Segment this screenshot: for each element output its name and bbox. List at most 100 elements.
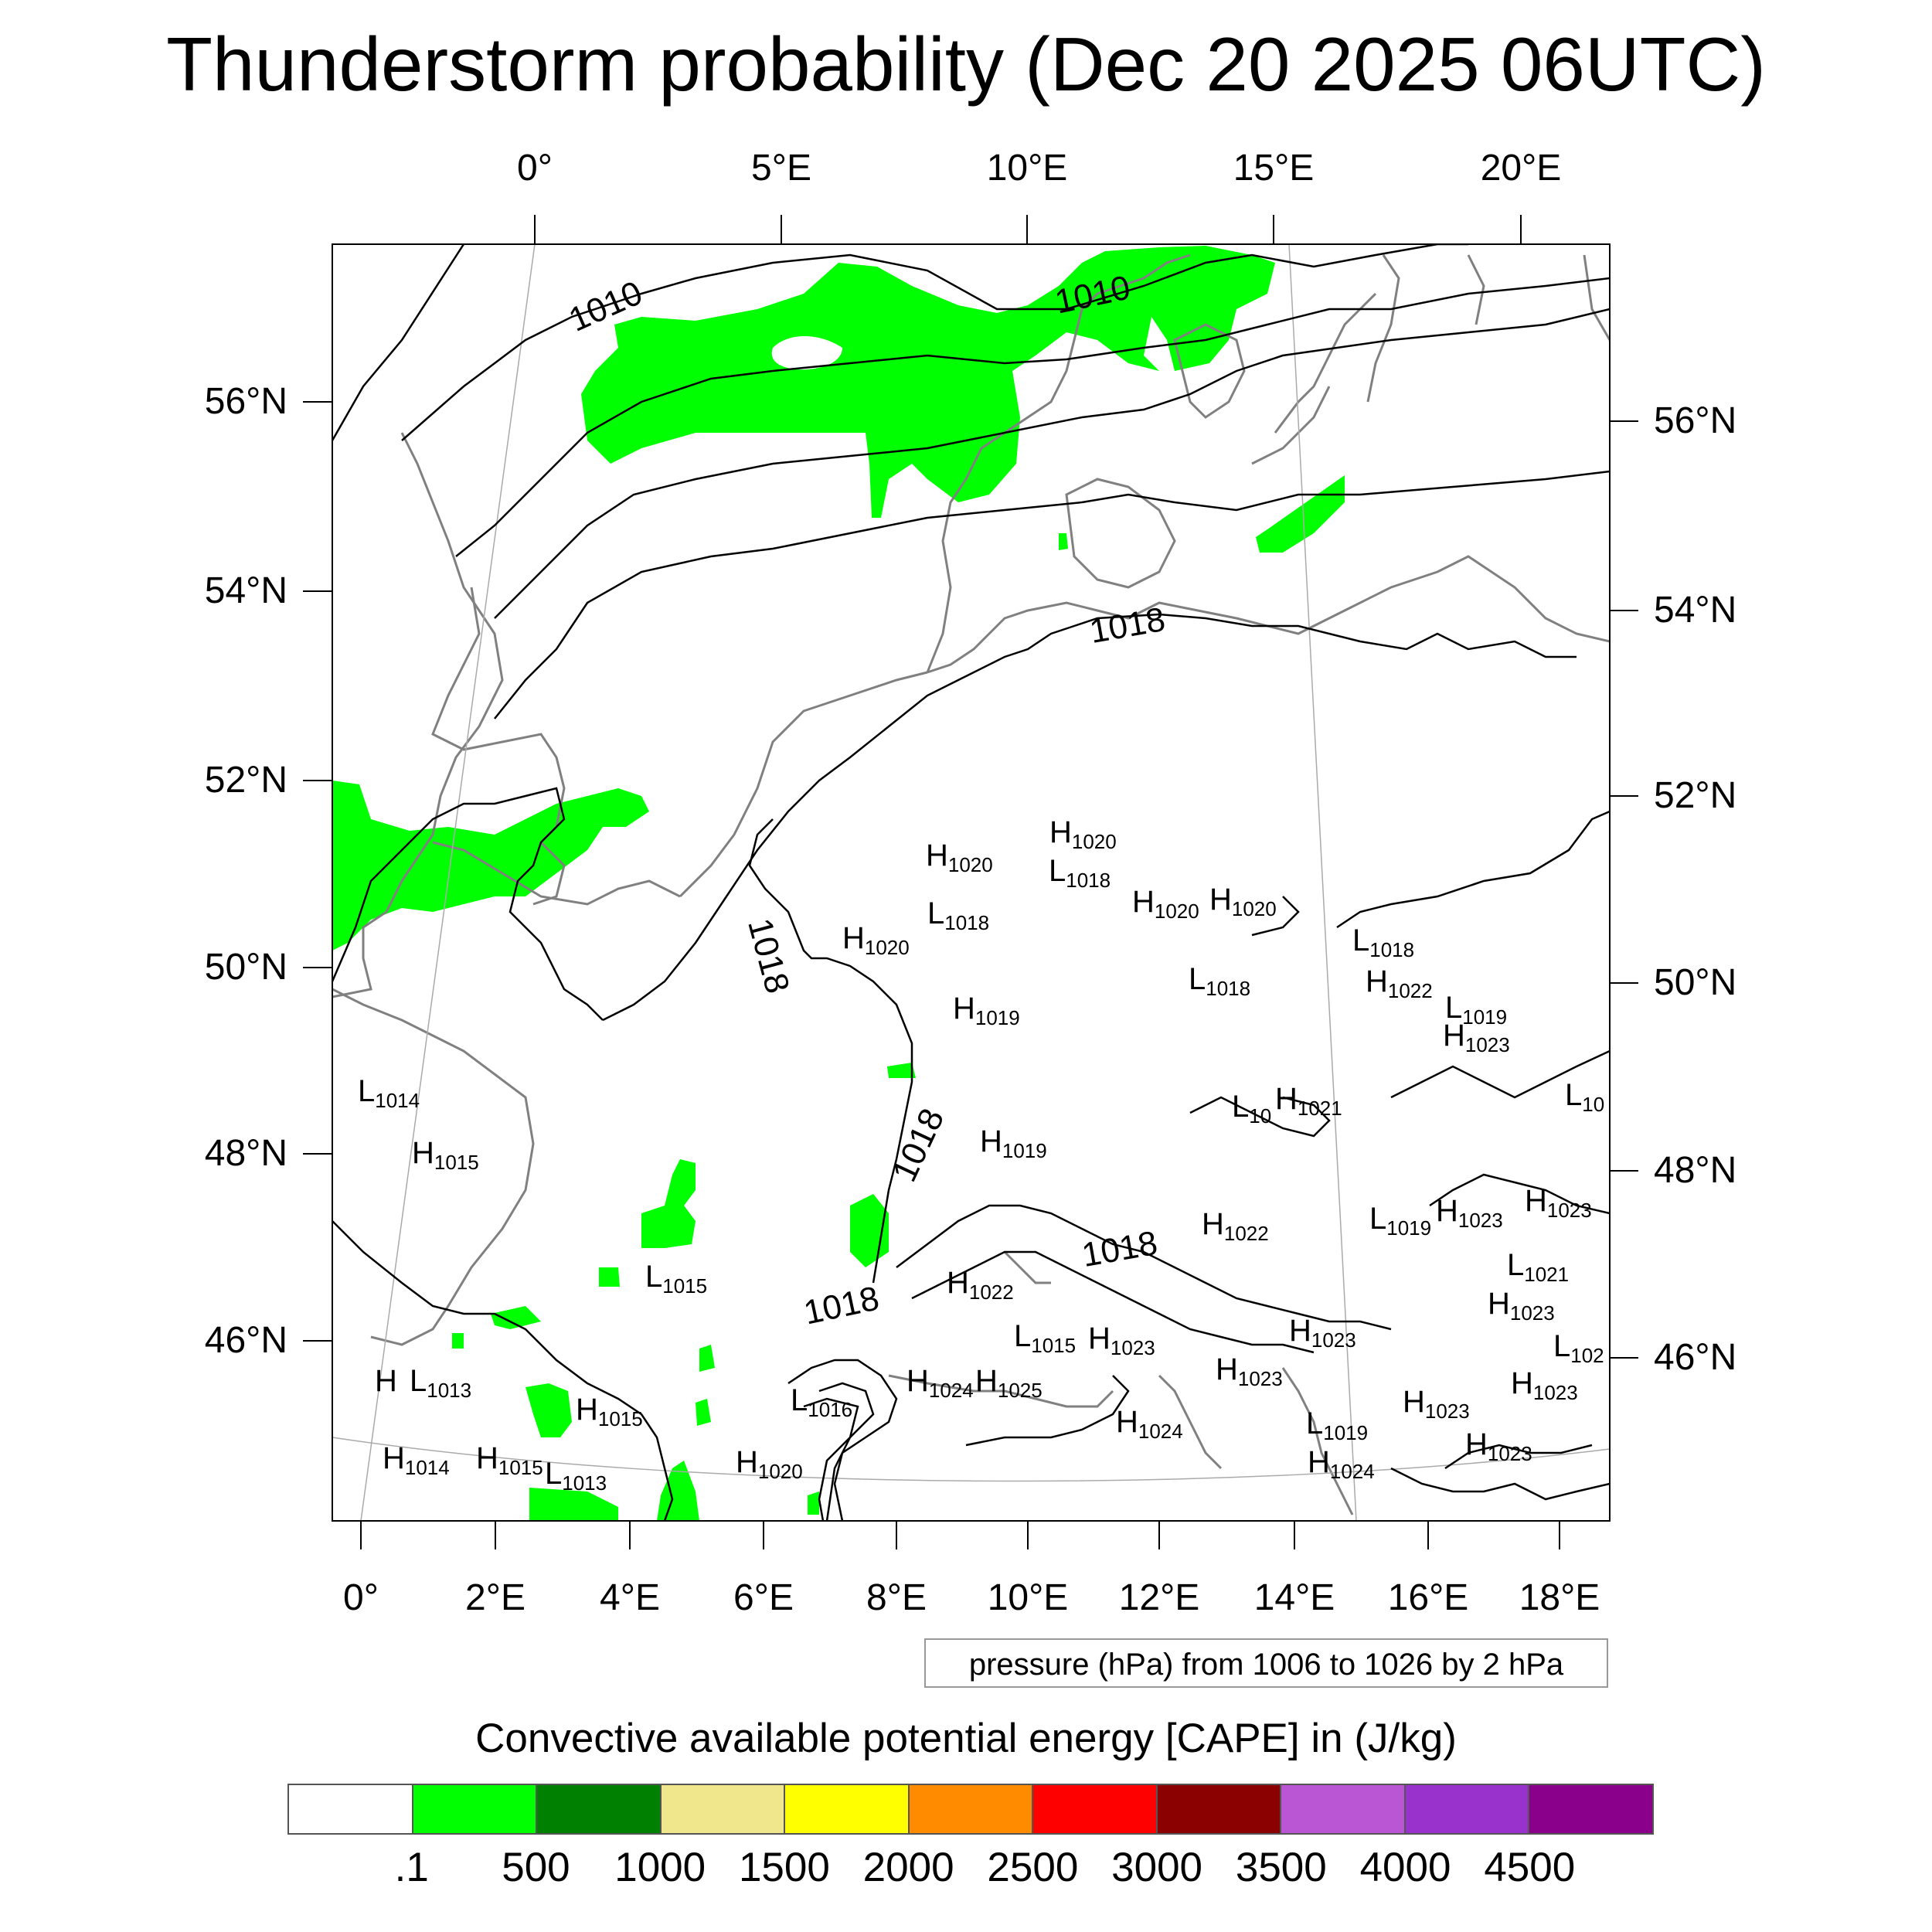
colorbar-tick-label: 4500 [1484, 1845, 1576, 1890]
cape-region-med-a [526, 1383, 572, 1437]
low-pressure-label: L1016 [791, 1383, 853, 1421]
high-pressure-label: H1015 [476, 1441, 543, 1479]
right-lat-label: 52°N [1654, 775, 1737, 816]
isobar-1010 [401, 244, 1468, 441]
colorbar-swatch [289, 1785, 413, 1833]
isobar-1014 [494, 308, 1610, 619]
bottom-lon-label: 14°E [1253, 1577, 1335, 1618]
isobar-east-f [1336, 810, 1610, 929]
colorbar-tick-label: .1 [394, 1845, 429, 1890]
high-pressure-label: H1023 [1403, 1385, 1470, 1423]
high-pressure-label: H1024 [1116, 1405, 1183, 1443]
bottom-tick-marks [360, 1521, 1560, 1549]
isobar-alps-c [787, 1359, 898, 1521]
high-pressure-label: H1019 [953, 992, 1020, 1029]
plot-title: Thunderstorm probability (Dec 20 2025 06… [166, 22, 1766, 107]
bottom-lon-label: 4°E [600, 1577, 660, 1618]
right-lat-label: 54°N [1654, 590, 1737, 631]
high-pressure-label: H1022 [1366, 964, 1433, 1002]
colorbar-swatch [909, 1785, 1034, 1833]
high-pressure-label: H1023 [1511, 1366, 1578, 1404]
isobar-1018b [602, 671, 975, 1022]
contour-info-box: pressure (hPa) from 1006 to 1026 by 2 hP… [924, 1638, 1608, 1688]
high-pressure-label: H1025 [975, 1364, 1043, 1402]
top-lon-label: 20°E [1480, 148, 1562, 189]
low-pressure-label: L1013 [410, 1364, 472, 1402]
isobar-1018c [973, 613, 1577, 674]
isobar-alps-a [896, 1204, 1392, 1331]
isobar-1018d [748, 818, 913, 1284]
colorbar-swatch [537, 1785, 662, 1833]
low-pressure-label: L1015 [645, 1260, 708, 1298]
isobar-east-d [1444, 1444, 1593, 1470]
isobar-alps-d [818, 1382, 875, 1521]
isobar-south-b [1390, 1467, 1610, 1501]
top-lon-label: 5°E [751, 148, 811, 189]
colorbar-title: Convective available potential energy [C… [475, 1716, 1457, 1761]
isobar-1016 [494, 470, 1610, 719]
isobars [332, 244, 1610, 1521]
low-pressure-label: L1018 [1049, 854, 1111, 892]
bottom-lon-label: 0° [343, 1577, 379, 1618]
low-pressure-label: L1018 [927, 896, 990, 934]
right-tick-marks [1610, 420, 1638, 1359]
colorbar-tick-label: 1000 [614, 1845, 706, 1890]
high-pressure-label: H1020 [1049, 815, 1117, 853]
colorbar-swatch [1529, 1785, 1653, 1833]
right-lat-label: 46°N [1654, 1337, 1737, 1378]
low-pressure-label: L1013 [545, 1457, 607, 1495]
high-pressure-label: H1023 [1488, 1287, 1555, 1325]
isobar-1018e [332, 1220, 674, 1521]
low-pressure-label: L1018 [1352, 923, 1415, 961]
cape-region-north-sea [581, 246, 1275, 518]
low-pressure-label: L1021 [1507, 1248, 1570, 1286]
colorbar-tick-label: 4000 [1359, 1845, 1451, 1890]
top-lon-label: 0° [517, 148, 553, 189]
high-pressure-label: H1020 [842, 921, 910, 959]
cape-region-med-f [808, 1492, 819, 1515]
top-tick-marks [534, 215, 1522, 244]
high-pressure-label: H1020 [1132, 885, 1199, 923]
low-pressure-label: L1014 [358, 1074, 420, 1112]
left-lat-label: 54°N [204, 570, 287, 611]
bottom-lon-label: 10°E [987, 1577, 1069, 1618]
cape-region-france-b [599, 1267, 620, 1287]
low-pressure-label: L10 [1565, 1078, 1605, 1116]
high-pressure-label: H1021 [1275, 1082, 1342, 1120]
low-pressure-label: L102 [1553, 1329, 1604, 1367]
high-pressure-label: H1019 [980, 1124, 1047, 1162]
isobar-alps-b [911, 1250, 1315, 1354]
cape-region-med-e [696, 1399, 711, 1426]
cape-region-med-b [529, 1488, 618, 1521]
colorbar-swatch [1033, 1785, 1158, 1833]
graticule [332, 244, 1610, 1521]
left-lat-label: 50°N [204, 947, 287, 988]
isobar-1008 [332, 244, 465, 441]
colorbar-swatch [413, 1785, 538, 1833]
left-lat-label: 46°N [204, 1320, 287, 1361]
high-pressure-label: H1023 [1465, 1427, 1532, 1465]
bottom-lon-label: 12°E [1118, 1577, 1200, 1618]
high-pressure-label: H1023 [1088, 1321, 1155, 1359]
cape-region-baltic [1256, 475, 1345, 553]
isobar-east-c [1429, 1173, 1610, 1215]
isobar-1018a [332, 787, 604, 1021]
right-lat-label: 56°N [1654, 400, 1737, 441]
high-pressure-label: H1022 [947, 1266, 1014, 1304]
high-pressure-label: H1022 [1202, 1207, 1269, 1245]
bottom-lon-label: 6°E [733, 1577, 794, 1618]
cape-region-denmark-small [1059, 533, 1068, 550]
left-lat-label: 56°N [204, 381, 287, 422]
high-pressure-label: H1020 [1209, 883, 1277, 920]
colorbar-swatch [1157, 1785, 1282, 1833]
bottom-lon-label: 8°E [866, 1577, 927, 1618]
colorbar-swatch [785, 1785, 910, 1833]
bottom-lon-label: 16°E [1387, 1577, 1469, 1618]
bottom-lon-label: 18°E [1519, 1577, 1600, 1618]
coastlines [332, 253, 1610, 1515]
high-pressure-label: H1024 [906, 1364, 974, 1402]
colorbar-swatch [661, 1785, 786, 1833]
cape-region-france-d [452, 1333, 464, 1349]
colorbar-tick-label: 1500 [738, 1845, 830, 1890]
